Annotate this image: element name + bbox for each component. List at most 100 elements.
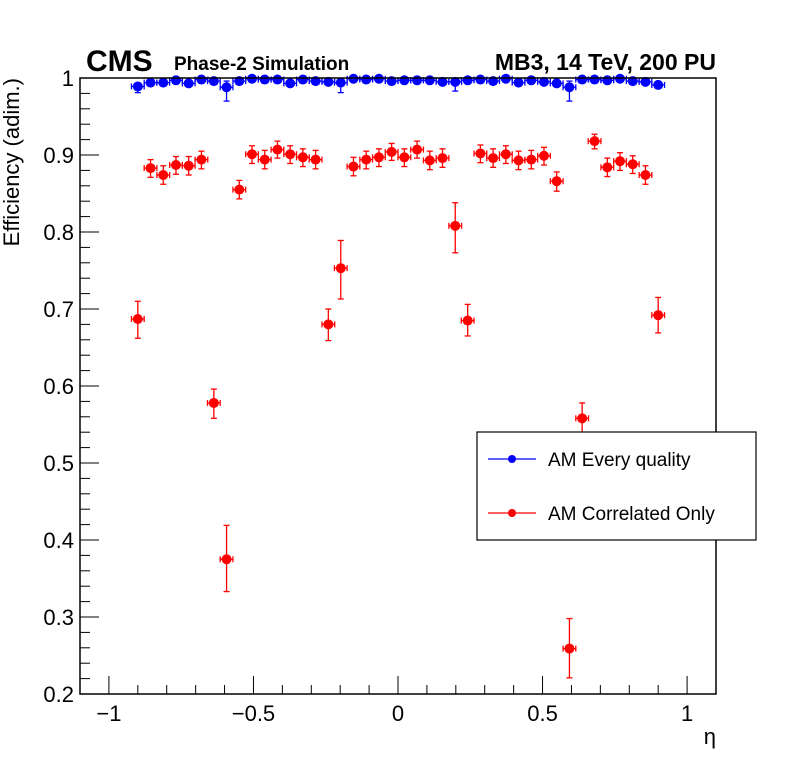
run-conditions-label: MB3, 14 TeV, 200 PU [495, 49, 716, 75]
x-tick-labels: −1 −0.5 0 0.5 1 [96, 701, 693, 726]
data-point [448, 76, 463, 92]
data-point [143, 77, 158, 88]
data-marker [221, 554, 232, 565]
data-marker [513, 77, 524, 88]
data-point [333, 77, 348, 94]
data-marker [132, 81, 143, 92]
plot-frame [79, 77, 717, 695]
data-marker [500, 73, 511, 84]
data-marker [462, 75, 473, 86]
data-marker [500, 149, 511, 160]
data-point [625, 155, 640, 175]
y-tick-label: 0.2 [43, 682, 74, 707]
data-marker [412, 144, 423, 155]
data-point [295, 148, 310, 168]
data-point [130, 300, 145, 339]
data-marker [564, 82, 575, 93]
data-marker [158, 77, 169, 88]
x-tick-label: 0.5 [527, 701, 558, 726]
data-marker [640, 170, 651, 181]
data-marker [437, 76, 448, 87]
x-tick-label: 0 [392, 701, 404, 726]
data-marker [285, 78, 296, 89]
data-point [435, 148, 450, 168]
data-point [143, 158, 158, 178]
data-point [181, 78, 196, 89]
data-marker [513, 155, 524, 166]
series-correlated-only [130, 133, 666, 679]
y-axis-title: Efficiency (adim.) [0, 78, 24, 246]
data-point [651, 296, 666, 334]
data-marker [640, 76, 651, 87]
y-tick-label: 0.5 [43, 451, 74, 476]
data-marker [208, 397, 219, 408]
data-point [448, 202, 463, 254]
data-marker [170, 75, 181, 86]
y-tick-label: 0.7 [43, 297, 74, 322]
data-marker [183, 160, 194, 171]
data-marker [145, 163, 156, 174]
data-marker [386, 146, 397, 157]
data-point [473, 144, 488, 164]
phase-2-simulation-label: Phase-2 Simulation [174, 54, 349, 75]
data-point [219, 524, 234, 593]
data-marker [589, 136, 600, 147]
data-marker [348, 73, 359, 84]
data-marker [577, 74, 588, 85]
legend: AM Every quality AM Correlated Only [476, 431, 757, 541]
data-marker [538, 76, 549, 87]
x-tick-label: −1 [96, 701, 121, 726]
data-marker [310, 154, 321, 165]
data-marker [373, 152, 384, 163]
data-marker [412, 75, 423, 86]
data-point [575, 402, 590, 436]
data-marker [538, 150, 549, 161]
data-marker [653, 79, 664, 90]
data-point [333, 239, 348, 300]
data-marker [526, 75, 537, 86]
data-marker [335, 77, 346, 88]
data-point [232, 179, 247, 200]
data-marker [564, 643, 575, 654]
data-marker [285, 149, 296, 160]
data-marker [361, 74, 372, 85]
data-point [638, 165, 653, 185]
data-point [562, 80, 577, 102]
data-marker [424, 155, 435, 166]
data-marker [234, 184, 245, 195]
y-tick-label: 0.9 [43, 143, 74, 168]
data-marker [475, 148, 486, 159]
data-point [460, 303, 475, 337]
cms-label: CMS [86, 45, 153, 78]
data-marker [475, 74, 486, 85]
y-tick-label: 0.4 [43, 528, 74, 553]
data-point [498, 73, 513, 84]
data-point [283, 78, 298, 89]
data-point [651, 79, 666, 90]
data-marker [424, 75, 435, 86]
data-marker [615, 73, 626, 84]
data-point [422, 150, 437, 171]
data-marker [335, 263, 346, 274]
data-point [562, 617, 577, 679]
data-marker [526, 154, 537, 165]
legend-label-every-quality: AM Every quality [548, 450, 691, 471]
data-point [219, 80, 234, 102]
data-marker [450, 76, 461, 87]
y-tick-label: 1 [62, 66, 74, 91]
data-marker [196, 154, 207, 165]
data-point [600, 157, 615, 178]
data-point [257, 149, 272, 170]
data-marker [170, 160, 181, 171]
data-point [168, 155, 183, 175]
data-marker [158, 170, 169, 181]
data-marker [551, 78, 562, 89]
data-point [587, 133, 602, 150]
data-marker [399, 152, 410, 163]
data-marker [627, 159, 638, 170]
data-marker [488, 153, 499, 164]
data-marker [196, 74, 207, 85]
data-marker [589, 74, 600, 85]
data-marker [297, 152, 308, 163]
data-point [181, 155, 196, 176]
